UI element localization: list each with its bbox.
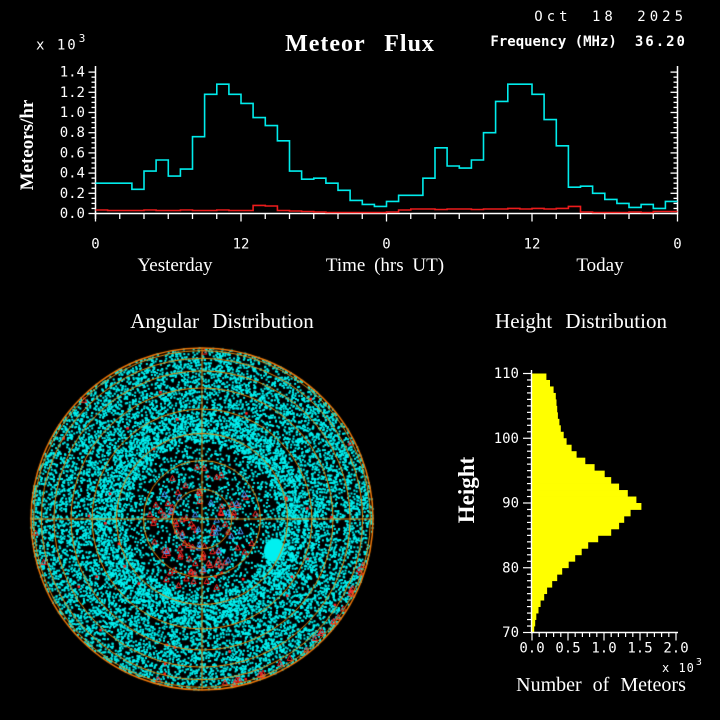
height-bar xyxy=(532,412,558,420)
height-bar xyxy=(532,392,556,400)
height-bar xyxy=(532,483,620,491)
height-bar xyxy=(532,522,620,530)
height-bar xyxy=(532,626,535,633)
flux-y-axis-multiplier: x 103 xyxy=(36,32,88,54)
height-bar xyxy=(532,535,599,543)
height-bar xyxy=(532,587,548,595)
height-bar xyxy=(532,580,553,588)
height-bar xyxy=(532,567,563,575)
height-bar xyxy=(532,561,569,569)
height-y-tick-label: 80 xyxy=(502,560,519,576)
flux-chart-title: Meteor Flux xyxy=(285,31,435,57)
height-x-tick-label: 0.5 xyxy=(555,641,580,657)
height-bar xyxy=(532,444,572,452)
frequency-value: 36.20 xyxy=(634,34,687,50)
height-bar xyxy=(532,464,595,472)
height-bar xyxy=(532,386,554,394)
height-bar xyxy=(532,431,564,439)
height-bar xyxy=(532,425,561,433)
flux-x-tick-label: 0 xyxy=(382,237,390,253)
height-bar xyxy=(532,600,541,608)
background-rate-trace xyxy=(95,204,678,214)
height-y-tick-label: 70 xyxy=(502,625,519,641)
height-chart-title: Height Distribution xyxy=(495,309,667,333)
angular-distribution-plot xyxy=(10,330,400,720)
flux-y-tick-label: 1.4 xyxy=(60,65,85,81)
height-bar xyxy=(532,574,558,582)
height-bar xyxy=(532,548,582,556)
height-bar xyxy=(532,470,605,478)
day-label-yesterday: Yesterday xyxy=(137,255,213,276)
height-bar xyxy=(532,438,567,446)
flux-y-tick-label: 1.0 xyxy=(60,105,85,121)
height-bar xyxy=(532,379,550,387)
flux-x-tick-label: 0 xyxy=(673,237,681,253)
frequency-label: Frequency (MHz) xyxy=(490,34,617,50)
height-bar xyxy=(532,503,642,510)
height-bar xyxy=(532,373,547,381)
height-x-tick-label: 1.5 xyxy=(627,641,652,657)
height-bar xyxy=(532,477,612,484)
flux-y-axis-label: Meteors/hr xyxy=(17,99,38,191)
flux-y-tick-label: 1.2 xyxy=(60,85,85,101)
height-bar xyxy=(532,457,586,465)
meteor-flux-rate-trace xyxy=(95,83,678,210)
height-bar xyxy=(532,405,558,413)
height-bar xyxy=(532,528,612,536)
flux-x-tick-label: 12 xyxy=(233,237,250,253)
height-bar xyxy=(532,613,537,620)
angular-chart-title: Angular Distribution xyxy=(130,309,314,333)
height-bar xyxy=(532,515,625,523)
observation-date: Oct 18 2025 xyxy=(534,9,687,25)
day-label-today: Today xyxy=(576,255,624,276)
height-bar xyxy=(532,490,628,497)
height-x-tick-label: 0.0 xyxy=(519,641,544,657)
height-bar xyxy=(532,509,631,517)
height-bar xyxy=(532,399,557,407)
flux-x-tick-label: 0 xyxy=(91,237,99,253)
height-bar xyxy=(532,451,577,459)
frequency-readout: Frequency (MHz) 36.20 xyxy=(490,34,687,50)
height-y-tick-label: 110 xyxy=(494,366,519,382)
height-bar xyxy=(532,619,536,627)
flux-y-tick-label: 0.0 xyxy=(60,206,85,222)
height-bar xyxy=(532,554,576,562)
flux-x-tick-label: 12 xyxy=(524,237,541,253)
height-bar xyxy=(532,541,589,549)
flux-y-tick-label: 0.4 xyxy=(60,166,85,182)
height-y-tick-label: 90 xyxy=(502,496,519,512)
height-bar xyxy=(532,593,545,601)
height-x-axis-multiplier: x 103 xyxy=(662,657,703,675)
flux-x-axis-label: Time (hrs UT) xyxy=(325,255,445,276)
height-y-tick-label: 100 xyxy=(494,431,519,447)
height-bar xyxy=(532,606,539,614)
height-x-tick-label: 2.0 xyxy=(663,641,688,657)
height-x-tick-label: 1.0 xyxy=(591,641,616,657)
flux-y-tick-label: 0.8 xyxy=(60,125,85,141)
height-bar xyxy=(532,418,560,426)
flux-y-tick-label: 0.6 xyxy=(60,145,85,161)
height-y-axis-label: Height xyxy=(454,456,479,524)
height-bar xyxy=(532,496,637,504)
flux-y-tick-label: 0.2 xyxy=(60,186,85,202)
height-x-axis-label: Number of Meteors xyxy=(516,674,686,696)
